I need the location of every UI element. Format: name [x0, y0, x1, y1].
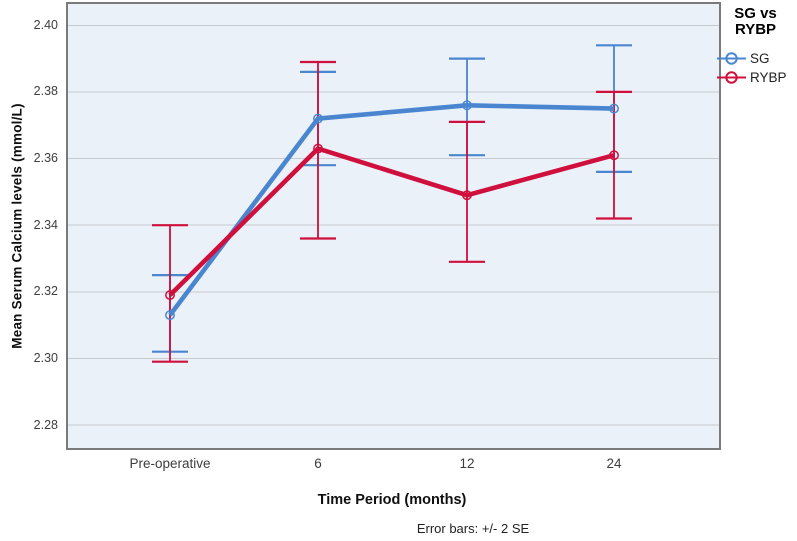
y-tick-label: 2.30: [33, 350, 58, 365]
y-tick-label: 2.28: [33, 417, 58, 432]
legend-entries: SG RYBP: [714, 50, 797, 86]
series-markers-rybp: [165, 143, 619, 301]
legend-entry-rybp: RYBP: [716, 69, 797, 86]
y-tick-label: 2.40: [33, 17, 58, 32]
y-tick-label: 2.34: [33, 217, 58, 232]
series-line-rybp: [168, 145, 615, 297]
legend-entry-label: SG: [750, 51, 770, 66]
y-tick-label: 2.32: [33, 284, 58, 299]
error-bars-footnote: Error bars: +/- 2 SE: [416, 521, 530, 536]
x-tick-label: 6: [314, 456, 322, 471]
y-tick-label: 2.36: [33, 151, 58, 166]
x-tick-label: 24: [606, 456, 622, 471]
legend-symbol-rybp-icon: [717, 71, 746, 84]
plot-area: [66, 2, 721, 450]
x-axis-title: Time Period (months): [317, 492, 467, 508]
legend-title: SG vs RYBP: [714, 6, 797, 38]
y-tick-label: 2.38: [33, 84, 58, 99]
x-tick-label: Pre-operative: [129, 456, 211, 471]
series-markers-sg: [165, 100, 619, 321]
legend-entry-label: RYBP: [750, 70, 787, 85]
legend: SG vs RYBP SG RYBP: [714, 6, 797, 88]
plot-frame: [66, 2, 721, 450]
legend-title-line-1: SG vs: [734, 5, 777, 22]
legend-title-line-2: RYBP: [734, 21, 777, 38]
legend-entry-sg: SG: [716, 50, 797, 67]
series-line-sg: [168, 102, 615, 317]
legend-symbol-sg-icon: [717, 52, 746, 65]
chart-canvas: [66, 2, 721, 450]
x-tick-label: 12: [459, 456, 475, 471]
